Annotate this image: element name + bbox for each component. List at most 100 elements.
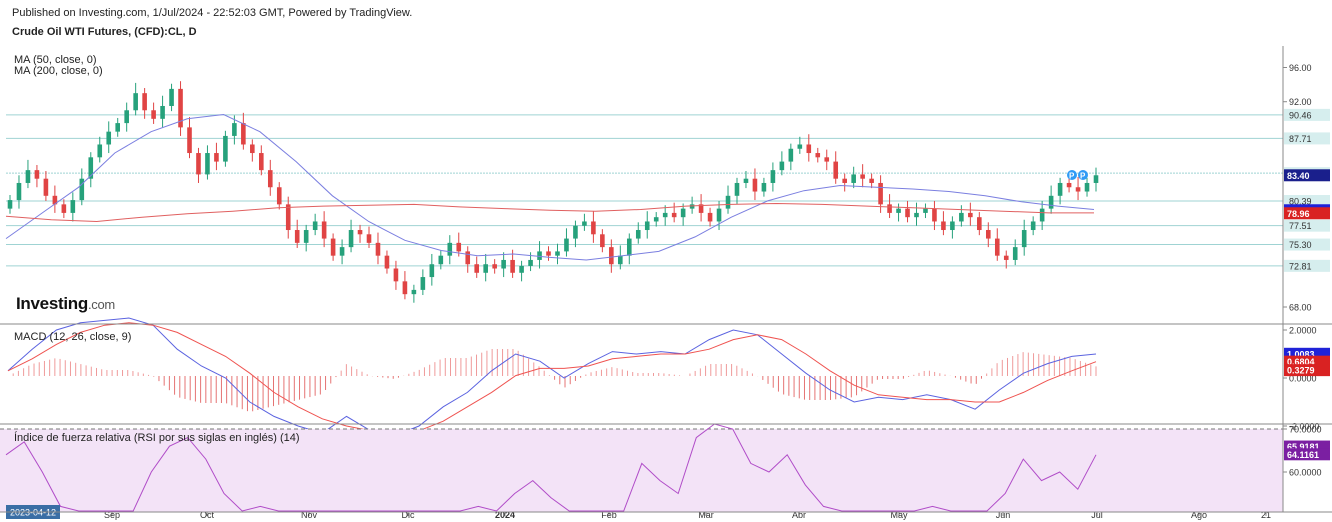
candle-body bbox=[214, 153, 219, 162]
candle-body bbox=[483, 264, 488, 273]
candle-body bbox=[689, 204, 695, 209]
candle-body bbox=[1093, 175, 1099, 183]
candle-body bbox=[1075, 187, 1081, 192]
candle-body bbox=[932, 208, 937, 222]
x-tick-label: May bbox=[890, 510, 908, 520]
candle-body bbox=[339, 247, 345, 256]
x-tick-label: Jul bbox=[1091, 510, 1103, 520]
candle-body bbox=[959, 212, 964, 222]
published-header: Published on Investing.com, 1/Jul/2024 -… bbox=[12, 7, 413, 19]
candle-body bbox=[1057, 182, 1063, 196]
candle-body bbox=[600, 234, 605, 248]
candle-body bbox=[869, 178, 874, 183]
candle-body bbox=[160, 105, 165, 119]
x-tick-label: Feb bbox=[601, 510, 617, 520]
candle-body bbox=[294, 230, 300, 243]
price-badge-label: 83.40 bbox=[1287, 171, 1310, 181]
candle-body bbox=[770, 170, 776, 183]
rsi-badge bbox=[1284, 448, 1330, 461]
candle-body bbox=[878, 182, 883, 205]
candle-body bbox=[1048, 195, 1054, 209]
candle-body bbox=[456, 242, 462, 252]
candle-body bbox=[321, 221, 327, 239]
instrument-title: Crude Oil WTI Futures, (CFD):CL, D bbox=[12, 26, 197, 38]
candle-body bbox=[761, 182, 767, 192]
candle-body bbox=[662, 212, 668, 218]
candle-body bbox=[474, 264, 480, 273]
x-tick-label: Nov bbox=[301, 510, 318, 520]
candle-body bbox=[142, 93, 147, 111]
candle-body bbox=[582, 221, 587, 226]
candle-body bbox=[366, 234, 372, 243]
candle-body bbox=[779, 161, 785, 171]
candle-body bbox=[905, 208, 910, 218]
rsi-badge-label: 65.9181 bbox=[1287, 442, 1320, 452]
price-tick-label: 68.00 bbox=[1289, 303, 1312, 313]
candle-body bbox=[680, 208, 686, 218]
candle-body bbox=[698, 204, 704, 213]
x-tick-label: Sep bbox=[104, 510, 120, 520]
candle-body bbox=[734, 182, 740, 196]
candle-body bbox=[546, 251, 551, 256]
candle-body bbox=[896, 208, 901, 213]
candle-body bbox=[941, 221, 946, 231]
candle-body bbox=[187, 127, 192, 154]
candle-body bbox=[70, 200, 76, 213]
macd-badge bbox=[1284, 364, 1330, 377]
candle-body bbox=[1084, 182, 1090, 192]
pivot-marker-label: P bbox=[1080, 172, 1086, 181]
ma50-line bbox=[5, 113, 1095, 261]
macd-badge-label: 0.3279 bbox=[1287, 366, 1315, 376]
price-badge bbox=[1284, 207, 1330, 220]
price-level-label: 87.71 bbox=[1289, 134, 1312, 144]
candle-body bbox=[725, 195, 731, 209]
macd-title: MACD (12, 26, close, 9) bbox=[14, 331, 132, 343]
candle-body bbox=[1012, 247, 1018, 260]
macd-line bbox=[7, 317, 1097, 437]
pivot-marker bbox=[1078, 170, 1088, 180]
candle-body bbox=[914, 212, 919, 218]
candle-body bbox=[707, 212, 713, 222]
candle-body bbox=[1039, 208, 1045, 222]
candle-body bbox=[438, 255, 444, 265]
candle-body bbox=[564, 238, 569, 252]
rsi-band bbox=[0, 429, 1283, 512]
candle-body bbox=[43, 178, 49, 196]
candle-body bbox=[635, 230, 641, 239]
candle-body bbox=[1030, 221, 1036, 231]
candle-body bbox=[671, 212, 677, 218]
macd-badge-label: 0.6804 bbox=[1287, 357, 1315, 367]
price-level-label: 72.81 bbox=[1289, 261, 1312, 271]
candle-body bbox=[267, 170, 273, 188]
price-tick-label: 96.00 bbox=[1289, 63, 1312, 73]
candle-body bbox=[842, 178, 847, 183]
candle-body bbox=[994, 238, 1000, 256]
x-tick-label: Ago bbox=[1191, 510, 1207, 520]
candle-body bbox=[519, 265, 524, 273]
candle-body bbox=[591, 221, 596, 235]
price-level-tag bbox=[1284, 132, 1330, 145]
price-level-tag bbox=[1284, 108, 1330, 121]
candle-body bbox=[223, 135, 228, 162]
candle-body bbox=[124, 110, 129, 124]
candle-body bbox=[743, 178, 749, 183]
price-tick-label: 92.00 bbox=[1289, 97, 1312, 107]
candle-body bbox=[501, 259, 506, 269]
rsi-line bbox=[5, 423, 1097, 512]
candle-body bbox=[465, 251, 471, 265]
candle-body bbox=[447, 242, 453, 256]
price-badge-label: 78.96 bbox=[1287, 209, 1310, 219]
candle-body bbox=[402, 281, 408, 295]
x-tick-label: Abr bbox=[792, 510, 806, 520]
candle-body bbox=[788, 148, 794, 162]
price-level-tag bbox=[1284, 219, 1330, 232]
candle-body bbox=[977, 217, 982, 231]
candle-body bbox=[492, 264, 497, 269]
price-panel: 90.4687.7183.6580.3977.5175.3072.8196.00… bbox=[5, 63, 1330, 313]
pivot-marker bbox=[1067, 170, 1077, 180]
investing-logo: Investing.com bbox=[16, 294, 115, 313]
candle-body bbox=[196, 153, 201, 175]
macd-badge-label: 1.0083 bbox=[1287, 349, 1315, 359]
